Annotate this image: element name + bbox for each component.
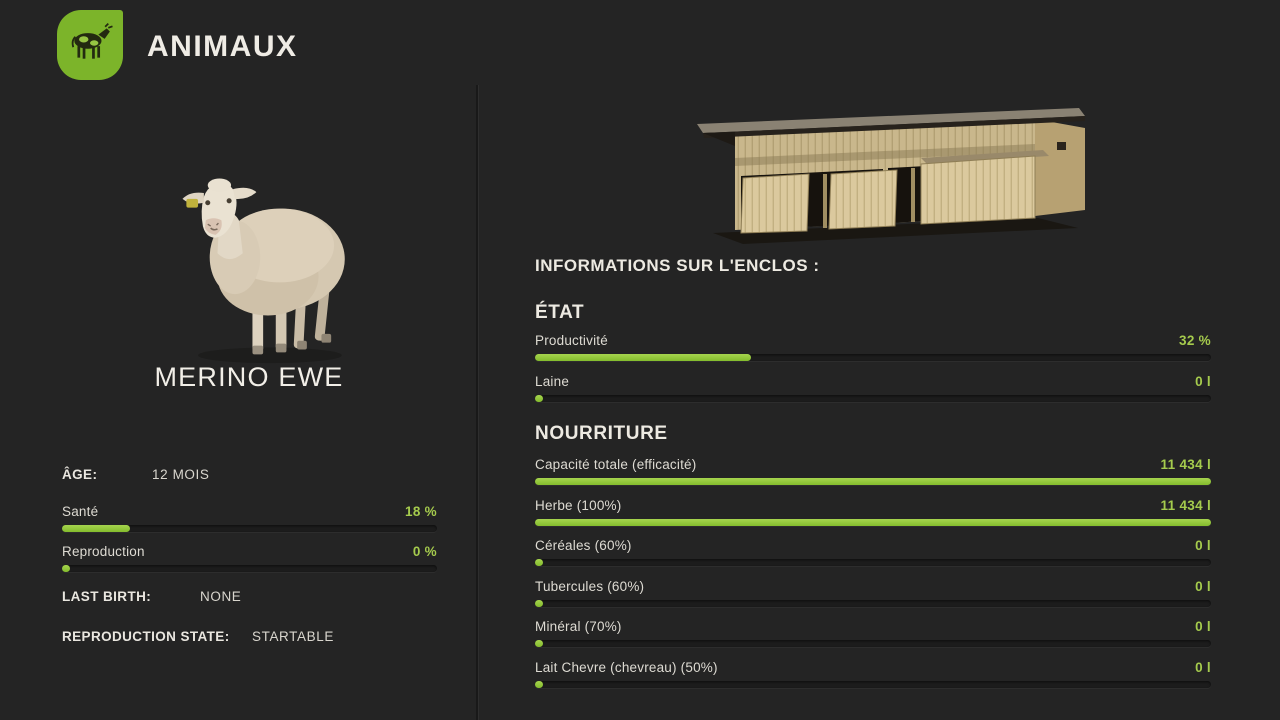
total-capacity-bar-fill <box>535 478 1211 485</box>
wool-row: Laine 0 l <box>535 374 1211 402</box>
food-heading: NOURRITURE <box>535 423 668 444</box>
health-row: Santé 18 % <box>62 504 437 532</box>
goat-milk-row: Lait Chevre (chevreau) (50%) 0 l <box>535 660 1211 688</box>
reproduction-bar-fill <box>62 565 70 572</box>
reproduction-label: Reproduction <box>62 544 145 559</box>
mineral-label: Minéral (70%) <box>535 619 622 634</box>
goat-milk-value: 0 l <box>1195 660 1211 675</box>
cereals-row: Céréales (60%) 0 l <box>535 538 1211 566</box>
age-row: ÂGE: 12 MOIS <box>62 467 209 483</box>
cereals-label: Céréales (60%) <box>535 538 632 553</box>
tubers-row: Tubercules (60%) 0 l <box>535 579 1211 607</box>
tubers-label: Tubercules (60%) <box>535 579 645 594</box>
total-capacity-label: Capacité totale (efficacité) <box>535 457 697 472</box>
grass-value: 11 434 l <box>1160 498 1211 513</box>
tubers-bar <box>535 600 1211 607</box>
mineral-row: Minéral (70%) 0 l <box>535 619 1211 647</box>
total-capacity-row: Capacité totale (efficacité) 11 434 l <box>535 457 1211 485</box>
reproduction-state-row: REPRODUCTION STATE: STARTABLE <box>62 629 334 645</box>
cow-icon <box>67 22 113 69</box>
mineral-bar-fill <box>535 640 543 647</box>
enclosure-title: INFORMATIONS SUR L'ENCLOS : <box>535 256 820 275</box>
animal-name: MERINO EWE <box>154 362 344 392</box>
last-birth-value: NONE <box>200 589 242 604</box>
cereals-value: 0 l <box>1195 538 1211 553</box>
grass-bar <box>535 519 1211 526</box>
sheep-barn-image <box>683 98 1095 246</box>
age-value: 12 MOIS <box>152 467 210 482</box>
reproduction-bar <box>62 565 437 572</box>
tubers-value: 0 l <box>1195 579 1211 594</box>
mineral-value: 0 l <box>1195 619 1211 634</box>
animals-logo <box>57 10 123 80</box>
total-capacity-value: 11 434 l <box>1160 457 1211 472</box>
total-capacity-bar <box>535 478 1211 485</box>
mineral-bar <box>535 640 1211 647</box>
wool-bar <box>535 395 1211 402</box>
grass-bar-fill <box>535 519 1211 526</box>
age-label: ÂGE: <box>62 467 98 482</box>
tubers-bar-fill <box>535 600 543 607</box>
productivity-bar-fill <box>535 354 752 361</box>
productivity-row: Productivité 32 % <box>535 333 1211 361</box>
last-birth-row: LAST BIRTH: NONE <box>62 589 241 605</box>
wool-label: Laine <box>535 374 570 389</box>
goat-milk-bar-fill <box>535 681 543 688</box>
reproduction-row: Reproduction 0 % <box>62 544 437 572</box>
productivity-label: Productivité <box>535 333 608 348</box>
wool-bar-fill <box>535 395 543 402</box>
health-value: 18 % <box>405 504 437 519</box>
grass-label: Herbe (100%) <box>535 498 622 513</box>
sheep-image <box>170 160 366 366</box>
reproduction-state-value: STARTABLE <box>252 629 334 644</box>
panel-divider <box>476 85 479 720</box>
grass-row: Herbe (100%) 11 434 l <box>535 498 1211 526</box>
health-bar-fill <box>62 525 130 532</box>
health-label: Santé <box>62 504 99 519</box>
goat-milk-bar <box>535 681 1211 688</box>
reproduction-state-label: REPRODUCTION STATE: <box>62 629 230 644</box>
cereals-bar-fill <box>535 559 543 566</box>
wool-value: 0 l <box>1195 374 1211 389</box>
productivity-value: 32 % <box>1179 333 1211 348</box>
productivity-bar <box>535 354 1211 361</box>
page-title: ANIMAUX <box>147 30 298 63</box>
etat-heading: ÉTAT <box>535 302 585 323</box>
last-birth-label: LAST BIRTH: <box>62 589 152 604</box>
reproduction-value: 0 % <box>412 544 437 559</box>
health-bar <box>62 525 437 532</box>
cereals-bar <box>535 559 1211 566</box>
goat-milk-label: Lait Chevre (chevreau) (50%) <box>535 660 718 675</box>
